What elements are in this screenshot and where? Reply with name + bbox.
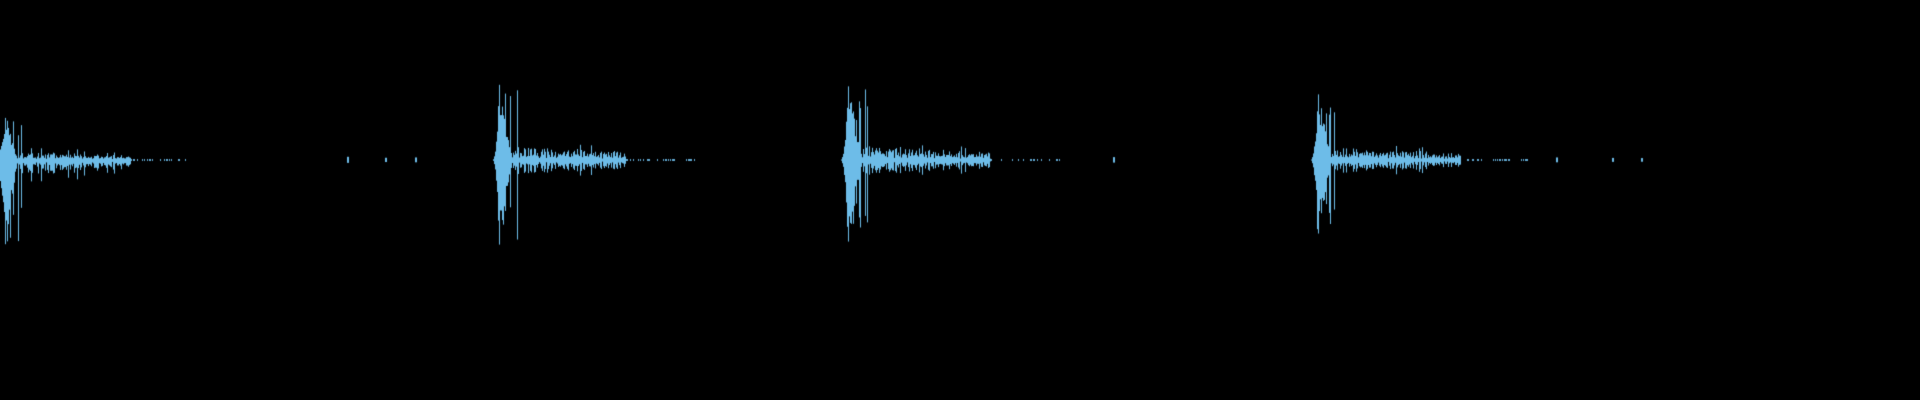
waveform-viewer[interactable]: Audio Waveform	[0, 0, 1920, 400]
waveform-canvas[interactable]	[0, 0, 1920, 400]
